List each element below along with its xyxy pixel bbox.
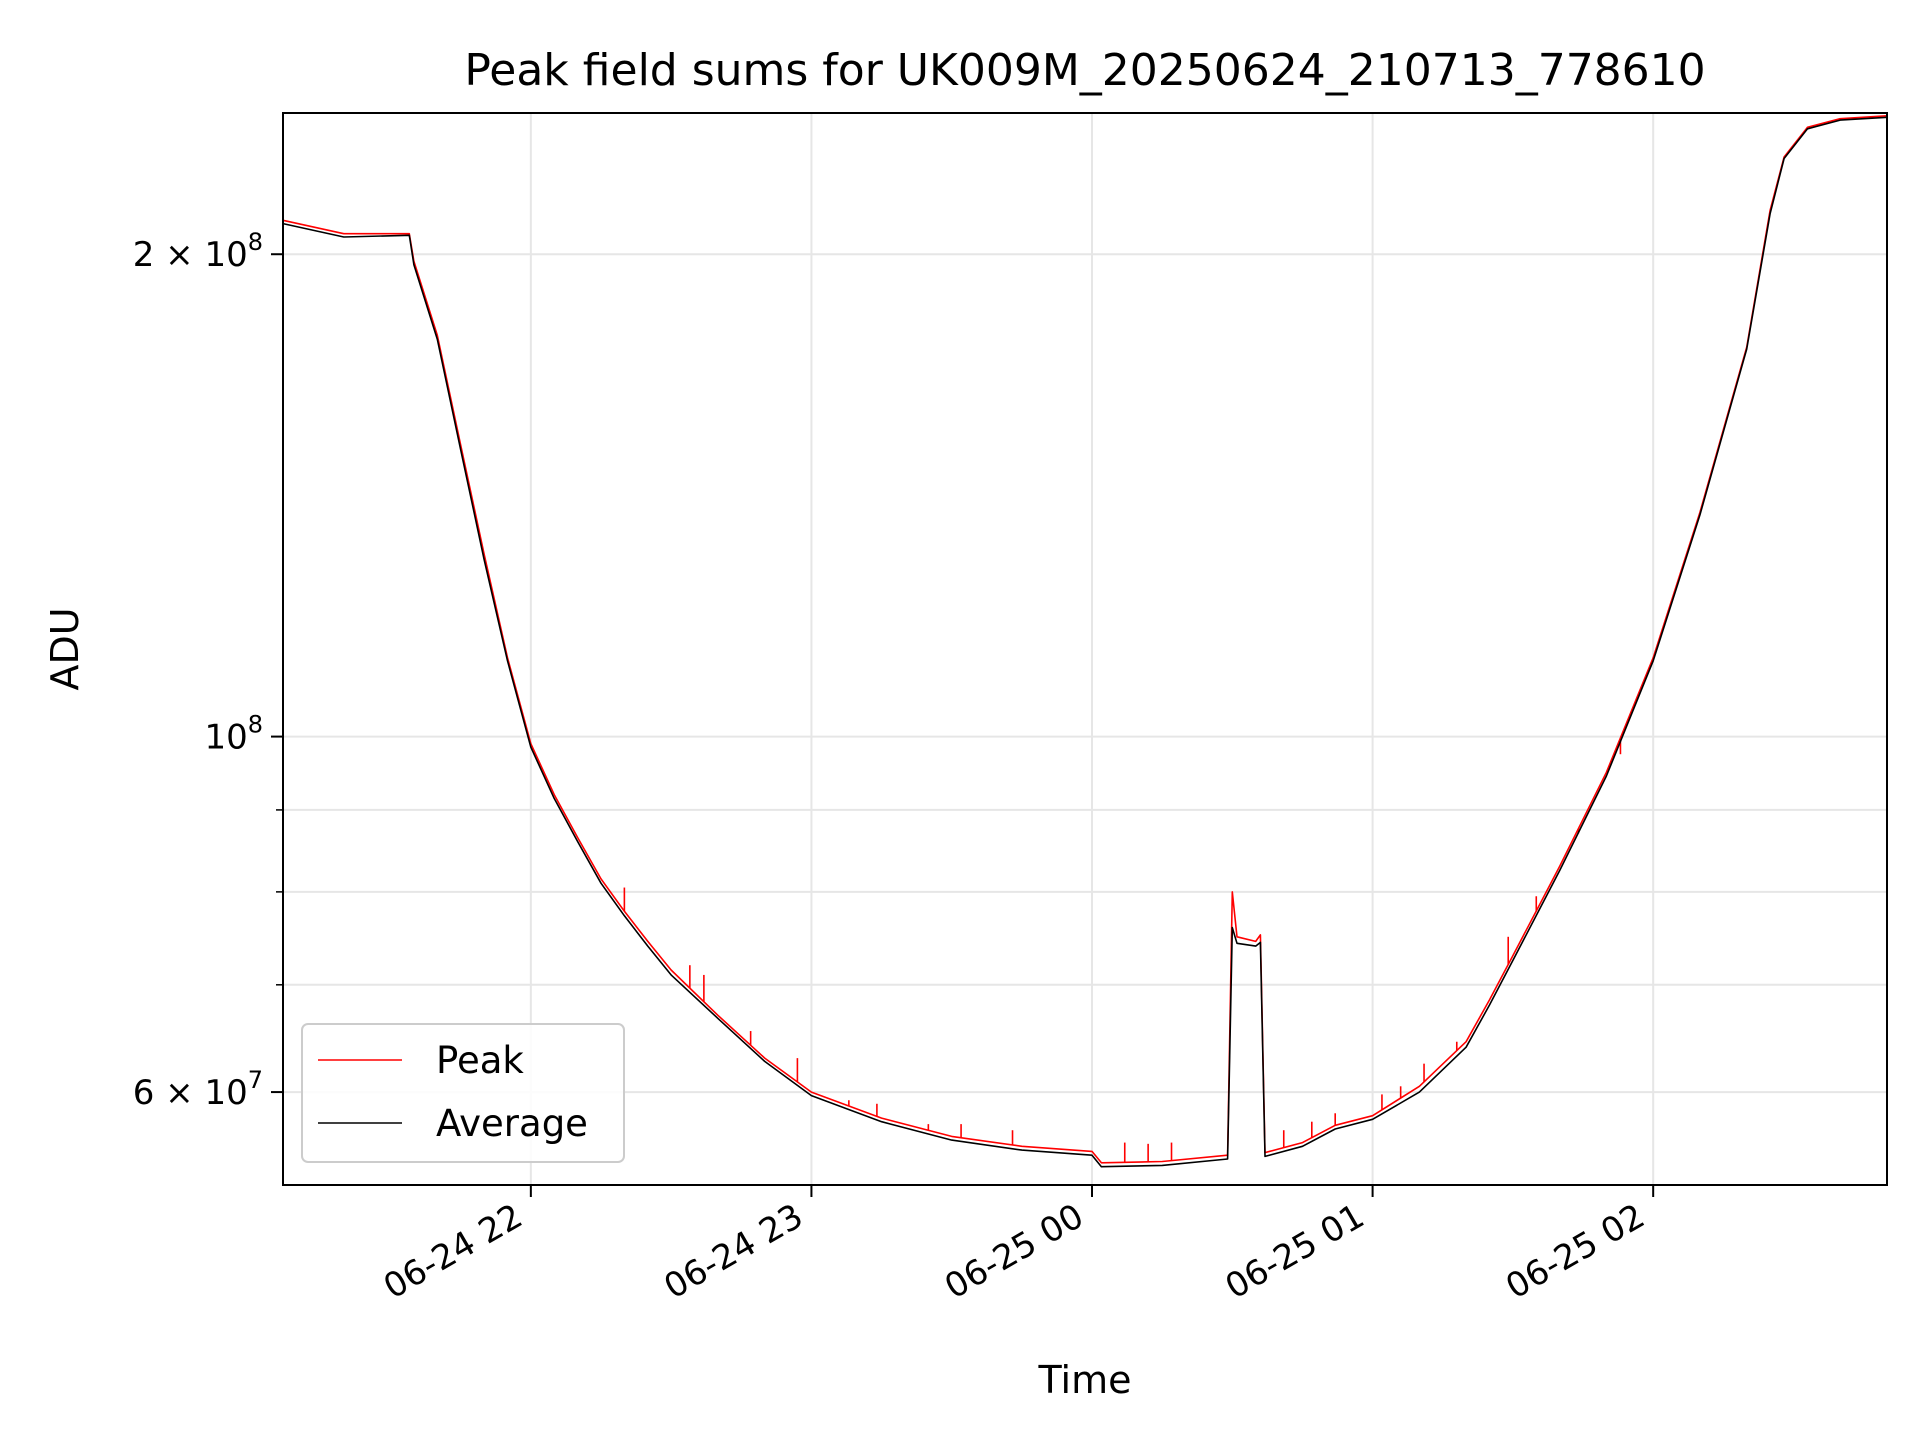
legend-label-average: Average xyxy=(436,1102,588,1145)
series-lines xyxy=(282,115,1888,1168)
legend-label-peak: Peak xyxy=(436,1039,524,1082)
y-tick-label: 108 xyxy=(204,711,263,758)
chart-title: Peak field sums for UK009M_20250624_2107… xyxy=(464,45,1705,96)
legend: Peak Average xyxy=(301,1023,625,1163)
y-axis-label: ADU xyxy=(43,607,87,690)
x-axis-label: Time xyxy=(1038,1358,1132,1402)
legend-box xyxy=(301,1023,625,1163)
series-line-average xyxy=(282,116,1888,1168)
plot-frame xyxy=(282,112,1888,1186)
series-line-peak xyxy=(282,115,1888,1164)
y-tick-label: 2 × 108 xyxy=(133,228,263,275)
y-tick-label: 6 × 107 xyxy=(133,1066,263,1113)
